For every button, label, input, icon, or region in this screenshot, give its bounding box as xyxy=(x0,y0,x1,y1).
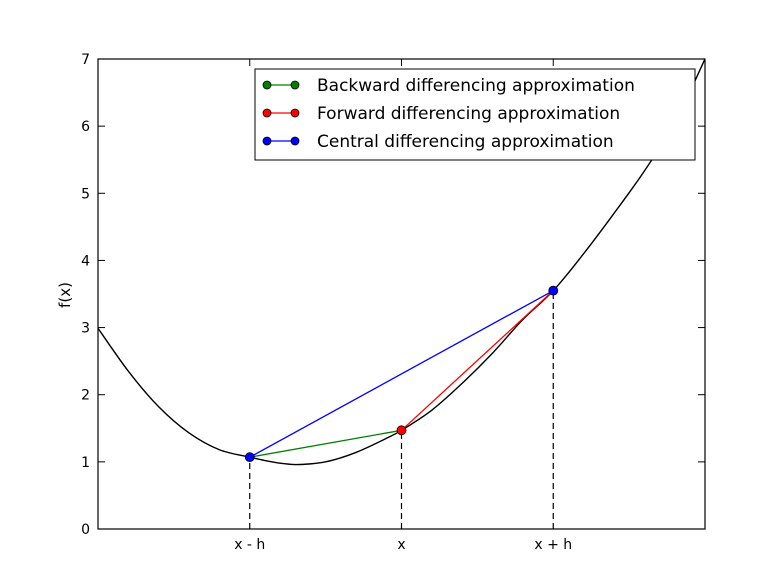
x-tick-label-0: x - h xyxy=(234,537,265,553)
x-tick-label-1: x xyxy=(397,537,405,553)
legend-label-backward: Backward differencing approximation xyxy=(317,76,635,96)
plot-area: 0 1 2 3 4 5 6 7 x - h x x + h xyxy=(81,52,706,553)
legend-marker-start-backward xyxy=(262,80,272,90)
x-tick-label-2: x + h xyxy=(534,537,572,553)
legend-marker-end-backward xyxy=(290,80,300,90)
series-line-central xyxy=(249,290,554,458)
legend-marker-end-forward xyxy=(290,108,300,118)
legend: Backward differencing approximation Forwa… xyxy=(254,68,696,161)
y-tick-label-4: 4 xyxy=(81,253,90,269)
y-tick-label-3: 3 xyxy=(81,321,90,337)
legend-marker-start-forward xyxy=(262,108,272,118)
legend-marker-end-central xyxy=(290,136,300,146)
y-tick-label-7: 7 xyxy=(81,52,90,68)
legend-label-central: Central differencing approximation xyxy=(317,132,614,152)
legend-box xyxy=(254,68,696,161)
y-tick-label-6: 6 xyxy=(81,119,90,135)
y-tick-label-0: 0 xyxy=(81,522,90,538)
y-tick-label-1: 1 xyxy=(81,455,90,471)
y-tick-label-2: 2 xyxy=(81,388,90,404)
legend-label-forward: Forward differencing approximation xyxy=(317,104,620,124)
data-point-1 xyxy=(396,425,407,436)
data-point-0 xyxy=(244,452,255,463)
y-tick-label-5: 5 xyxy=(81,186,90,202)
series-line-forward xyxy=(401,290,554,431)
function-curve xyxy=(98,59,705,466)
series-line-backward xyxy=(249,429,402,458)
y-axis-label: f(x) xyxy=(56,282,74,308)
data-point-2 xyxy=(548,285,559,296)
legend-marker-start-central xyxy=(262,136,272,146)
